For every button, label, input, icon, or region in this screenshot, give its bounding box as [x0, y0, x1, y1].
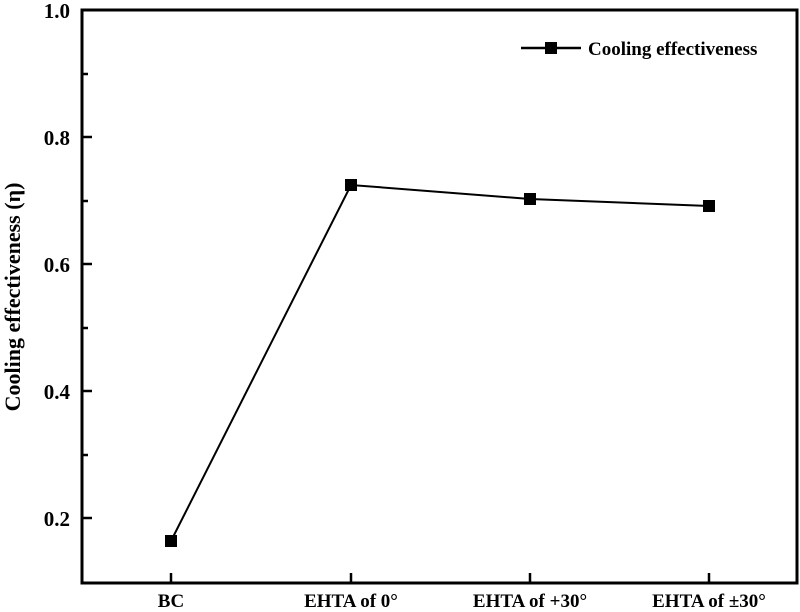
y-axis-tick-labels: 1.0 0.8 0.6 0.4 0.2: [44, 0, 71, 531]
x-tick-label: EHTA of ±30°: [652, 591, 766, 612]
y-tick-label: 0.2: [44, 507, 70, 531]
y-axis-ticks: [82, 72, 92, 520]
x-axis-tick-labels: BC EHTA of 0° EHTA of +30° EHTA of ±30°: [158, 591, 766, 612]
x-tick-label: EHTA of +30°: [473, 591, 587, 612]
legend: Cooling effectiveness: [521, 39, 757, 60]
data-point-bc: [165, 535, 177, 547]
series-markers: [165, 179, 715, 547]
x-tick-label: EHTA of 0°: [304, 591, 398, 612]
data-point-ehta-plus30: [524, 193, 536, 205]
y-tick-label: 0.8: [44, 126, 70, 150]
y-axis-title: Cooling effectiveness (η): [0, 183, 25, 412]
y-tick-label: 1.0: [44, 0, 70, 23]
series-line: [170, 183, 710, 542]
x-tick-label: BC: [158, 591, 184, 612]
legend-label: Cooling effectiveness: [588, 39, 757, 60]
plot-frame: [80, 8, 799, 585]
y-tick-label: 0.6: [44, 253, 70, 277]
data-point-ehta-0: [345, 179, 357, 191]
legend-square-marker-icon: [545, 42, 557, 54]
x-axis-ticks: [169, 573, 711, 583]
y-tick-label: 0.4: [44, 380, 71, 404]
data-point-ehta-pm30: [703, 200, 715, 212]
